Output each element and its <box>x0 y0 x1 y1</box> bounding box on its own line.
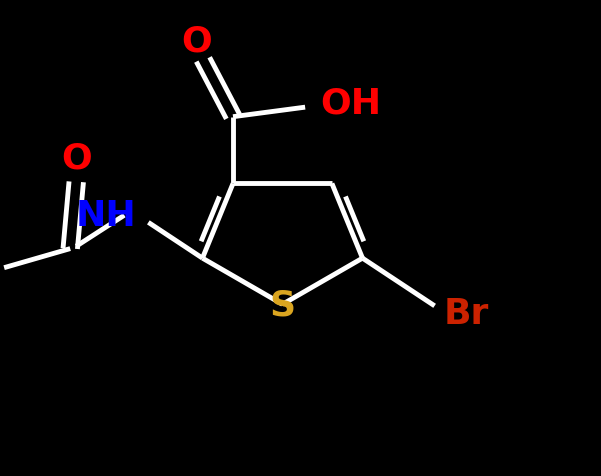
Text: S: S <box>269 288 296 322</box>
Text: NH: NH <box>76 199 136 233</box>
Text: O: O <box>182 24 212 58</box>
Text: OH: OH <box>320 86 381 120</box>
Text: O: O <box>61 142 91 176</box>
Text: Br: Br <box>444 297 489 330</box>
